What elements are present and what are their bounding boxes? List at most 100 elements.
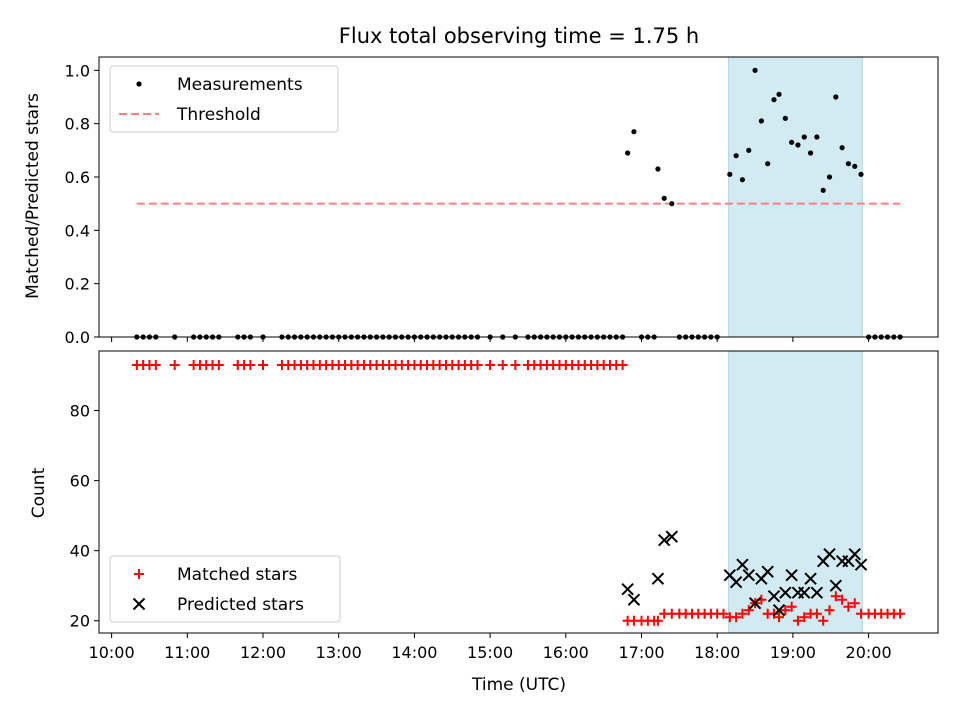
matched-star-point (830, 591, 841, 602)
matched-star-point (497, 360, 508, 371)
measurement-point (826, 174, 833, 180)
bottom-axes-frame (98, 350, 939, 634)
measurement-point (789, 139, 795, 145)
predicted-star-point (651, 572, 665, 585)
legend-threshold-label: Threshold (176, 105, 261, 125)
matched-star-point (213, 360, 224, 371)
measurement-point (727, 171, 733, 177)
bottom-legend (109, 555, 341, 623)
matched-star-point (245, 360, 256, 371)
y-tick-label: 0.6 (65, 168, 90, 187)
matched-star-point (743, 605, 754, 616)
matched-star-point (774, 612, 785, 623)
matched-star-point (780, 605, 791, 616)
measurement-point (752, 67, 758, 73)
x-tick-label: 12:00 (240, 643, 286, 662)
measurement-point (807, 150, 814, 156)
measurement-point (858, 171, 864, 177)
y-tick-label: 0.0 (65, 328, 90, 347)
x-tick-label: 10:00 (89, 643, 135, 662)
measurement-point (852, 163, 858, 169)
y-tick-label: 80 (70, 402, 90, 421)
matched-star-point (617, 360, 628, 371)
legend-predicted-label: Predicted stars (177, 595, 304, 615)
predicted-star-point (779, 586, 792, 599)
measurement-point (833, 94, 839, 100)
predicted-star-point (848, 547, 861, 561)
measurement-point (782, 115, 788, 121)
x-tick-label: 15:00 (467, 643, 513, 662)
predicted-star-point (798, 586, 811, 599)
matched-star-point (818, 615, 829, 626)
y-tick-label: 1.0 (65, 61, 90, 80)
predicted-star-point (658, 533, 671, 547)
measurement-point (814, 134, 820, 140)
y-tick-label: 60 (70, 472, 90, 491)
star-count-panel: 20 40 60 80 10:00 11:00 12:00 13:00 14:00 15:00 16… (70, 350, 939, 662)
predicted-star-point (736, 558, 749, 571)
top-y-axis-label: Matched/Predicted stars (23, 93, 43, 299)
matched-star-point (811, 608, 822, 619)
predicted-star-point (829, 579, 843, 592)
measurement-point (771, 97, 777, 103)
predicted-star-point (621, 583, 634, 596)
matched-star-point (718, 608, 729, 619)
predicted-star-point (772, 604, 786, 617)
predicted-star-point (804, 572, 817, 585)
bottom-y-axis-label: Count (29, 467, 49, 518)
matched-star-point (652, 615, 663, 626)
matched-star-point (843, 601, 854, 612)
legend-matched-marker (134, 569, 144, 579)
y-tick-label: 0.4 (65, 221, 90, 240)
x-tick-label: 13:00 (316, 643, 362, 662)
predicted-star-point (785, 568, 798, 582)
measurement-point (661, 195, 667, 201)
legend-predicted-marker (132, 597, 146, 611)
matched-star-point (472, 360, 483, 371)
measurement-point (746, 147, 752, 153)
chart-title: Flux total observing time = 1.75 h (339, 24, 699, 48)
observing-window-shade (728, 56, 863, 338)
predicted-star-point (627, 593, 641, 606)
matched-star-point (737, 608, 748, 619)
measurement-point (845, 161, 852, 167)
measurement-point (655, 166, 661, 172)
y-tick-label: 0.8 (65, 115, 90, 134)
x-tick-label: 16:00 (543, 643, 589, 662)
x-axis-label: Time (UTC) (471, 675, 566, 695)
predicted-star-point (761, 565, 774, 578)
legend-matched-label: Matched stars (177, 565, 297, 585)
x-tick-label: 19:00 (770, 643, 816, 662)
measurement-point (820, 187, 826, 193)
legend-measurements-label: Measurements (177, 75, 303, 95)
matched-star-point (169, 360, 180, 371)
x-tick-label: 20:00 (846, 643, 892, 662)
predicted-star-point (665, 530, 678, 543)
measurement-point (776, 91, 782, 97)
legend-measurements-marker (136, 81, 142, 87)
measurement-point (795, 142, 801, 148)
matched-star-point (510, 360, 521, 371)
top-legend (109, 65, 339, 133)
predicted-star-point (767, 590, 781, 603)
measurement-point (765, 161, 771, 167)
measurement-point (758, 118, 764, 124)
matched-star-point (150, 360, 161, 371)
x-tick-label: 14:00 (391, 643, 437, 662)
matched-star-point (799, 612, 810, 623)
matched-star-point (824, 605, 835, 616)
matched-star-point (485, 360, 496, 371)
measurement-point (839, 145, 845, 151)
matched-star-point (768, 608, 779, 619)
y-tick-label: 0.2 (65, 275, 90, 294)
matched-star-point (258, 360, 269, 371)
measurement-point (733, 153, 739, 159)
predicted-star-point (742, 568, 755, 582)
matched-star-point (786, 601, 797, 612)
top-axes-frame (98, 56, 939, 338)
matched-star-point (837, 594, 848, 605)
y-tick-label: 40 (70, 542, 90, 561)
matched-star-point (895, 608, 906, 619)
flux-ratio-panel: 0.0 0.2 0.4 0.6 0.8 1.0 Measurements Threshold (65, 56, 939, 347)
